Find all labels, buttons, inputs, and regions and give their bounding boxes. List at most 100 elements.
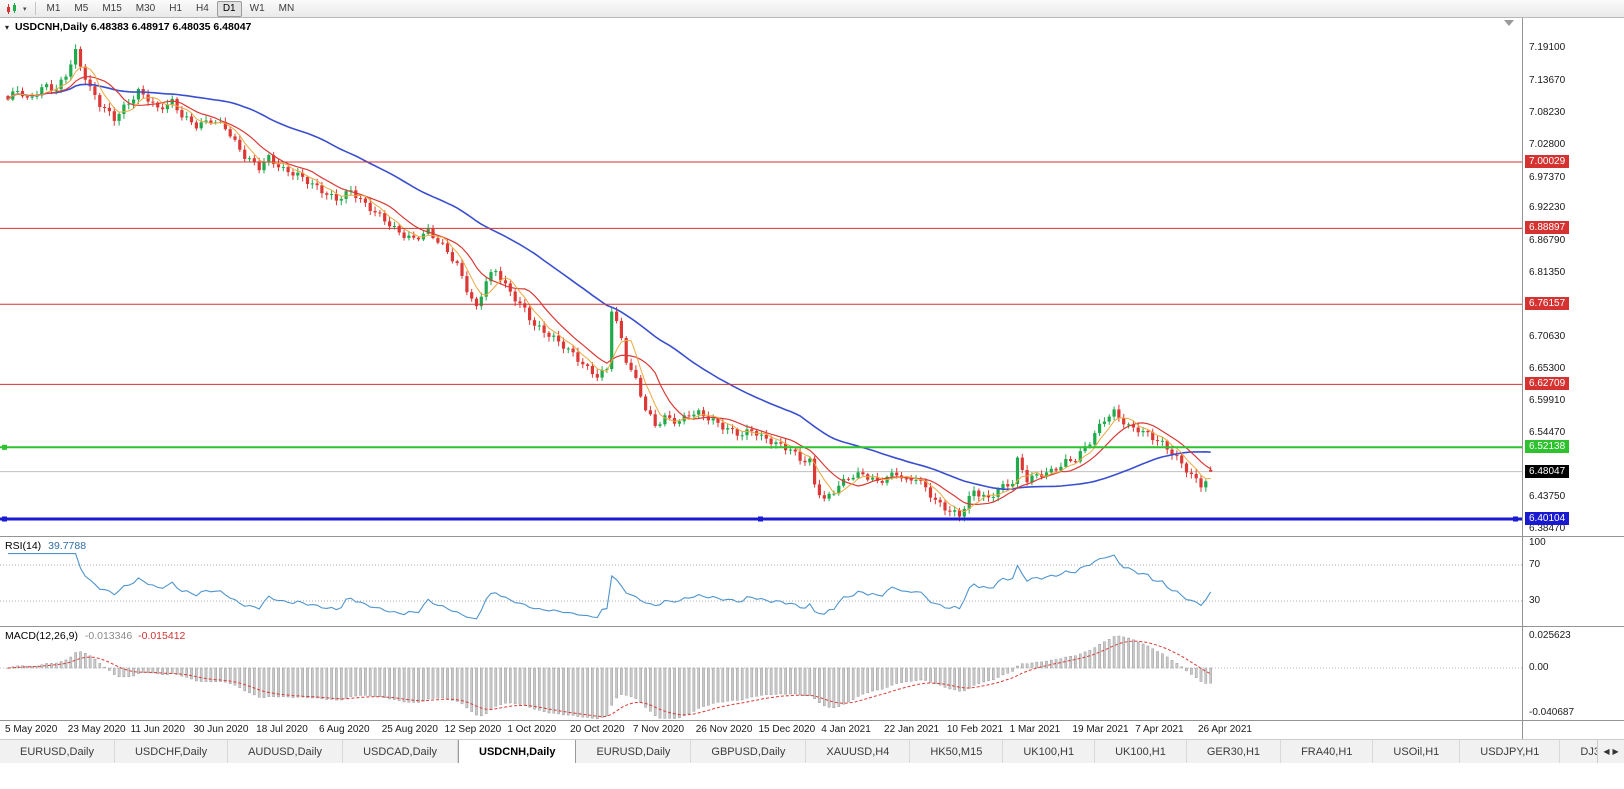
price-chart-plot[interactable]: ▾ USDCNH,Daily 6.48383 6.48917 6.48035 6… [0,18,1522,536]
horizontal-lines-group[interactable] [0,161,1522,522]
price-level-badge: 7.00029 [1525,155,1570,168]
tab-scroll-buttons: ◀ ▶ [1597,740,1624,763]
date-axis-label: 20 Oct 2020 [570,724,625,735]
macd-axis-label: -0.040687 [1529,707,1575,718]
chart-tab-usdjpy-h1[interactable]: USDJPY,H1 [1460,740,1561,763]
macd-label: MACD(12,26,9) [5,630,78,642]
rsi-axis[interactable]: 100 70 30 [1522,537,1623,626]
chart-tab-ger30-h1[interactable]: GER30,H1 [1186,740,1282,763]
timeframe-button-d1[interactable]: D1 [216,0,242,17]
timeframe-button-m1[interactable]: M1 [46,2,61,14]
chart-ohlc-values: 6.48383 6.48917 6.48035 6.48047 [90,21,252,33]
tab-scroll-right-icon[interactable]: ▶ [1612,747,1619,756]
timeframe-toolbar: ▾ M1 M5 M15 M30 H1 H4 D1 W1 MN [0,0,1624,18]
timeframe-button-h4[interactable]: H4 [196,2,209,14]
bottom-spacer [0,763,1624,789]
date-axis-label: 4 Jan 2021 [821,724,871,735]
hline-handle[interactable] [1513,516,1518,522]
price-axis-label: 6.92230 [1529,202,1566,214]
moving-averages-group [7,66,1212,513]
date-axis-label: 11 Jun 2020 [130,724,185,735]
chart-tab-uk100-h1[interactable]: UK100,H1 [1095,740,1187,763]
rsi-value: 39.7788 [48,540,87,552]
hline-handle[interactable] [758,516,763,522]
date-axis-label: 22 Jan 2021 [884,724,940,735]
rsi-axis-label: 70 [1529,559,1541,570]
chart-ohlc-readout: ▾ USDCNH,Daily 6.48383 6.48917 6.48035 6… [5,21,251,33]
chart-tab-usdcnh-daily[interactable]: USDCNH,Daily [458,740,577,763]
rsi-plot[interactable]: RSI(14) 39.7788 [0,537,1522,626]
price-level-badge: 6.76157 [1525,297,1570,311]
chart-tab-usdchf-daily[interactable]: USDCHF,Daily [114,740,229,763]
chart-tab-gbpusd-daily[interactable]: GBPUSD,Daily [691,740,807,763]
price-axis-label: 6.70630 [1529,331,1566,343]
chart-title: USDCNH,Daily [14,21,88,33]
dropdown-caret-icon: ▾ [23,5,27,13]
macd-main-value: -0.013346 [84,630,133,642]
rsi-line [8,553,1212,620]
price-axis-label: 6.97370 [1529,171,1566,183]
hline-handle[interactable] [2,444,7,450]
price-axis[interactable]: 7.19100 7.13670 7.08230 7.02800 6.97370 6.922… [1522,18,1623,536]
macd-axis-label: 0.00 [1529,662,1549,673]
timeframe-buttons: M1 M5 M15 M30 H1 H4 D1 W1 MN [41,0,301,17]
timeframe-button-m5[interactable]: M5 [74,2,89,14]
date-axis-label: 1 Mar 2021 [1009,724,1061,735]
timeframe-button-w1[interactable]: W1 [249,2,265,14]
date-axis-label: 26 Apr 2021 [1198,724,1252,735]
price-level-badge: 6.88897 [1525,221,1570,235]
rsi-axis-label: 30 [1529,595,1541,606]
chart-tab-fra40-h1[interactable]: FRA40,H1 [1281,740,1374,763]
chart-region: ▾ USDCNH,Daily 6.48383 6.48917 6.48035 6… [0,18,1624,739]
price-axis-label: 7.02800 [1529,139,1566,151]
chart-shift-marker-icon[interactable] [1504,20,1514,26]
date-axis-label: 15 Dec 2020 [758,724,816,735]
date-axis-label: 26 Nov 2020 [695,724,753,735]
price-chart-canvas[interactable] [0,18,1522,536]
macd-histogram-group [6,635,1212,719]
date-axis-label: 19 Mar 2021 [1072,724,1129,735]
chart-tab-usdcad-daily[interactable]: USDCAD,Daily [343,740,459,763]
date-axis-label: 10 Feb 2021 [946,724,1004,735]
date-axis-label: 7 Nov 2020 [632,724,685,735]
current-price-badge: 6.48047 [1525,464,1570,478]
timeframe-button-m15[interactable]: M15 [102,2,122,14]
toolbar-separator [34,2,36,15]
macd-readout: MACD(12,26,9) -0.013346 -0.015412 [5,630,185,642]
candles-group[interactable] [6,44,1213,522]
chart-tab-uk100-h1[interactable]: UK100,H1 [1003,740,1096,763]
chart-tab-eurusd-daily[interactable]: EURUSD,Daily [0,740,115,763]
date-axis-label: 18 Jul 2020 [256,724,308,735]
time-axis[interactable]: 5 May 2020 23 May 2020 11 Jun 2020 30 Jun 2… [0,720,1624,739]
macd-signal-value: -0.015412 [138,630,186,642]
rsi-axis-label: 100 [1529,537,1546,548]
axis-border [1522,721,1523,739]
macd-plot[interactable]: MACD(12,26,9) -0.013346 -0.015412 [0,627,1522,720]
timeframe-button-h1[interactable]: H1 [169,2,183,14]
date-axis-label: 25 Aug 2020 [381,724,438,735]
chart-tab-hk50-m15[interactable]: HK50,M15 [910,740,1004,763]
chart-tab-eurusd-daily[interactable]: EURUSD,Daily [576,740,692,763]
macd-canvas[interactable] [0,627,1522,720]
price-level-badge: 6.40104 [1525,511,1570,525]
macd-axis[interactable]: 0.025623 0.00 -0.040687 [1522,627,1623,720]
date-axis-label: 23 May 2020 [67,724,126,735]
date-axis-label: 30 Jun 2020 [193,724,249,735]
rsi-label: RSI(14) [5,540,42,552]
hline-handle[interactable] [2,516,7,522]
chart-menu-button[interactable]: ▾ [3,2,30,15]
chart-tab-usoil-h1[interactable]: USOil,H1 [1373,740,1461,763]
date-axis-label: 7 Apr 2021 [1135,724,1184,735]
timeframe-button-mn[interactable]: MN [278,2,295,14]
price-level-badge: 6.52138 [1525,440,1570,454]
price-axis-label: 6.81350 [1529,267,1566,279]
candlestick-chart-icon [7,2,16,14]
date-axis-label: 5 May 2020 [5,724,58,735]
timeframe-button-m30[interactable]: M30 [135,2,156,14]
chart-tab-audusd-daily[interactable]: AUDUSD,Daily [228,740,344,763]
price-level-badge: 6.62709 [1525,377,1570,391]
tab-scroll-left-icon[interactable]: ◀ [1603,747,1610,756]
chart-tab-xauusd-h4[interactable]: XAUUSD,H4 [806,740,911,763]
rsi-canvas[interactable] [0,537,1522,626]
